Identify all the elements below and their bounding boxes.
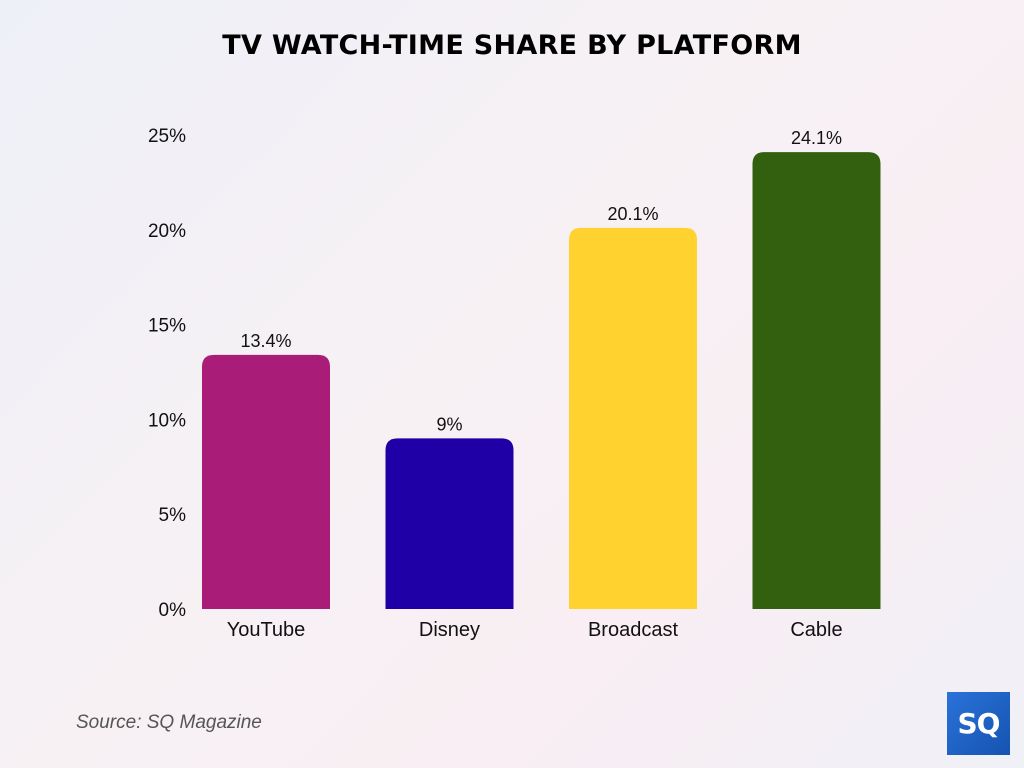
y-tick-label: 25% [148,126,186,147]
data-labels: 13.4% 9% 20.1% 24.1% [240,128,842,434]
y-tick-label: 0% [159,600,187,621]
bar-disney [385,438,514,609]
y-axis-ticks: 0% 5% 10% 15% 20% 25% [148,126,186,621]
category-label-disney: Disney [419,619,480,641]
category-label-broadcast: Broadcast [588,619,678,641]
data-label-youtube: 13.4% [240,331,291,351]
source-note: Source: SQ Magazine [76,712,262,733]
y-tick-label: 10% [148,410,186,431]
sq-logo: SQ [947,692,1010,755]
data-label-broadcast: 20.1% [607,204,658,224]
bar-youtube [202,354,330,609]
category-label-cable: Cable [790,619,842,641]
data-label-cable: 24.1% [791,128,842,148]
data-label-disney: 9% [436,414,462,434]
y-tick-label: 15% [148,316,186,337]
y-tick-label: 20% [148,221,186,242]
chart-title: TV WATCH-TIME SHARE BY PLATFORM [222,30,802,61]
category-labels: YouTube Disney Broadcast Cable [227,619,843,641]
bars [202,152,881,610]
bar-broadcast [569,227,697,610]
bar-cable [752,152,881,609]
category-label-youtube: YouTube [227,619,306,641]
y-tick-label: 5% [159,505,187,526]
